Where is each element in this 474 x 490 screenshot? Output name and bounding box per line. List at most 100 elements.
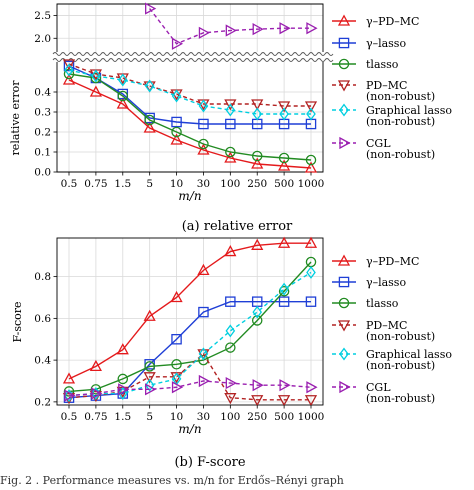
data-point [62, 372, 76, 384]
y-tick-label: 0.4 [34, 87, 51, 99]
series-line [68, 300, 311, 399]
x-tick-label: 5 [146, 411, 153, 423]
legend-label: Graphical lasso [366, 348, 452, 361]
data-point [198, 374, 211, 388]
x-tick-label: 0.5 [61, 411, 78, 423]
series-4 [64, 63, 316, 121]
data-point [225, 146, 236, 158]
y-tick-label: 0.1 [34, 147, 51, 159]
x-tick-label: 1000 [298, 411, 325, 423]
series-0 [62, 236, 318, 384]
series-0 [62, 73, 318, 173]
legend-entry-3: PD–MC(non-robust) [332, 319, 435, 343]
data-point [304, 236, 318, 248]
data-point [118, 383, 130, 396]
legend-marker [337, 254, 351, 266]
chart-relative-error: 2.0 2.5 0.0 0.1 0.2 0.3 0.4 0.5 0.75 1.5 5 10 30 100 2… [9, 2, 452, 234]
data-point [171, 37, 184, 50]
axis-frame [56, 237, 324, 406]
series-line [68, 261, 312, 393]
data-point [278, 101, 291, 113]
x-tick-label: 100 [220, 178, 240, 190]
legend-label: γ–PD–MC [366, 255, 419, 268]
y-tick-label: 0.8 [34, 271, 51, 283]
data-point [305, 154, 317, 166]
data-point [116, 97, 129, 109]
legend-entry-0: γ–PD–MC [332, 254, 419, 268]
y-tick-label: 2.0 [34, 33, 51, 45]
data-point [251, 238, 264, 250]
data-point [198, 306, 209, 318]
data-point [224, 151, 237, 163]
series-1 [63, 296, 317, 403]
y-tick-label: 0.3 [34, 107, 51, 119]
data-point [144, 114, 155, 126]
x-tick-label: 1.5 [114, 411, 131, 423]
legend-label: Graphical lasso [366, 104, 452, 117]
y-axis-label: relative error [9, 80, 22, 156]
y-axis-label: F-score [11, 301, 24, 342]
data-point [225, 103, 236, 117]
x-tick-label: 1000 [298, 178, 325, 190]
chart-caption: (a) relative error [182, 219, 293, 234]
data-point [278, 395, 291, 407]
legend-marker [339, 380, 351, 394]
data-point [251, 150, 263, 162]
legend-label: (non-robust) [366, 148, 435, 161]
data-point [306, 381, 318, 394]
legend-label: CGL [366, 381, 391, 394]
legend-entry-3: PD–MC(non-robust) [332, 79, 435, 103]
x-tick-label: 0.75 [84, 178, 107, 190]
legend-marker [337, 14, 351, 26]
legend-label: PD–MC [366, 79, 407, 92]
legend-marker [339, 136, 351, 150]
series-line [68, 242, 311, 380]
figure-canvas: 2.0 2.5 0.0 0.1 0.2 0.3 0.4 0.5 0.75 1.5 5 10 30 100 2… [9, 2, 452, 470]
legend-entry-2: tlasso [332, 297, 399, 310]
legend-label: PD–MC [366, 319, 407, 332]
axis-frame-lower [56, 62, 324, 173]
data-point [144, 361, 155, 372]
x-tick-label: 10 [170, 411, 183, 423]
data-point [252, 305, 263, 319]
data-point [143, 121, 156, 133]
data-point [170, 133, 183, 145]
data-point [251, 395, 264, 407]
y-tick-label: 0.6 [34, 313, 51, 325]
legend-label: CGL [366, 137, 391, 150]
legend-marker [337, 320, 351, 332]
legend-label: (non-robust) [366, 115, 435, 128]
axis-break-mark [52, 52, 334, 56]
x-tick-label: 100 [220, 411, 240, 423]
data-point [117, 73, 128, 87]
series-3 [62, 59, 318, 113]
data-point [62, 73, 76, 85]
data-point [252, 379, 264, 392]
x-tick-label: 30 [197, 411, 210, 423]
x-tick-label: 10 [170, 178, 183, 190]
series-line [68, 79, 312, 169]
data-point [116, 343, 129, 355]
data-point [306, 107, 316, 121]
legend-label: γ–PD–MC [366, 15, 419, 28]
series-line [68, 65, 311, 125]
data-point [305, 296, 317, 307]
legend-entry-5: CGL(non-robust) [332, 380, 435, 405]
data-point [198, 118, 209, 130]
legend-entry-4: Graphical lasso(non-robust) [332, 347, 452, 372]
data-point [278, 285, 290, 297]
data-point [278, 236, 291, 248]
series-2 [63, 68, 317, 166]
data-point [225, 296, 236, 307]
data-point [306, 265, 316, 279]
data-point [306, 22, 318, 35]
data-point [278, 296, 290, 307]
data-point [145, 2, 157, 15]
legend-label: γ–lasso [366, 276, 406, 289]
y-tick-label: 0.0 [34, 167, 51, 179]
legend-entry-1: γ–lasso [332, 276, 406, 289]
legend-marker [339, 347, 349, 361]
data-point [170, 290, 183, 303]
data-point [278, 152, 290, 164]
data-point [171, 89, 182, 103]
